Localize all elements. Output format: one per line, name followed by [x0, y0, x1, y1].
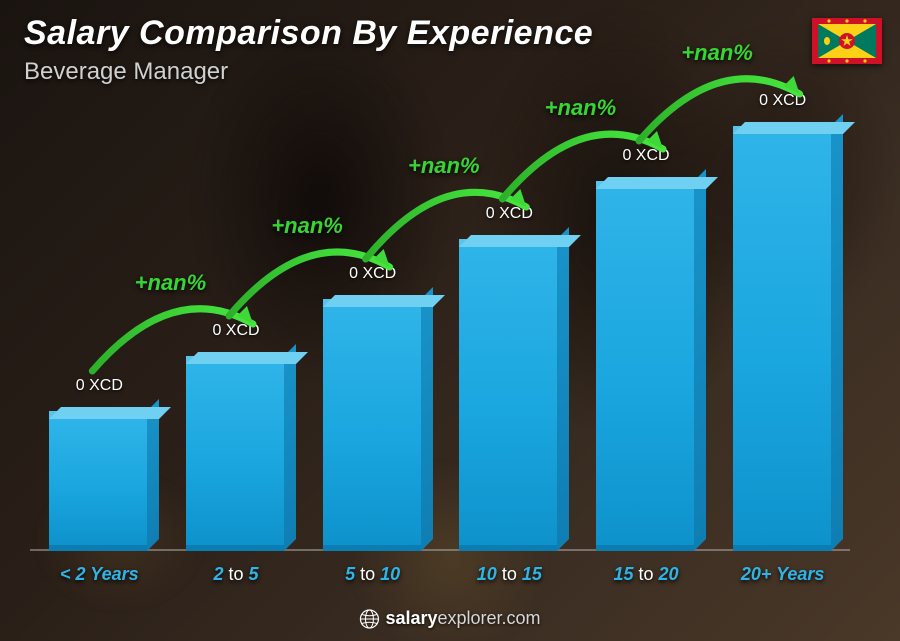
bar [323, 299, 421, 551]
footer-strong: salary [385, 608, 437, 628]
bar-value-label: 0 XCD [586, 147, 706, 165]
bar-value-label: 0 XCD [313, 265, 433, 283]
bar [459, 239, 557, 551]
delta-label: +nan% [271, 213, 343, 239]
bar [596, 181, 694, 551]
chart-subtitle: Beverage Manager [24, 58, 228, 86]
bar-category-label: 20+ Years [713, 564, 853, 585]
bar [186, 356, 284, 551]
bar-value-label: 0 XCD [449, 205, 569, 223]
bar-category-label: < 2 Years [29, 564, 169, 585]
bar-category-label: 15 to 20 [576, 564, 716, 585]
chart-baseline [30, 549, 850, 551]
delta-label: +nan% [681, 40, 753, 66]
bar-chart: 0 XCD< 2 Years0 XCD2 to 50 XCD5 to 100 X… [30, 120, 850, 551]
footer-attribution: salaryexplorer.com [359, 608, 540, 629]
chart-title: Salary Comparison By Experience [24, 14, 593, 53]
bar [49, 411, 147, 551]
grenada-flag-icon [812, 18, 882, 64]
globe-icon [359, 609, 379, 629]
bar-value-label: 0 XCD [176, 322, 296, 340]
bar [733, 126, 831, 551]
bar-value-label: 0 XCD [723, 92, 843, 110]
bar-category-label: 5 to 10 [303, 564, 443, 585]
footer-tld: .com [502, 608, 541, 628]
delta-label: +nan% [545, 95, 617, 121]
delta-label: +nan% [135, 270, 207, 296]
footer-light: explorer [438, 608, 502, 628]
bar-category-label: 2 to 5 [166, 564, 306, 585]
bar-category-label: 10 to 15 [439, 564, 579, 585]
delta-label: +nan% [408, 153, 480, 179]
bar-value-label: 0 XCD [39, 377, 159, 395]
